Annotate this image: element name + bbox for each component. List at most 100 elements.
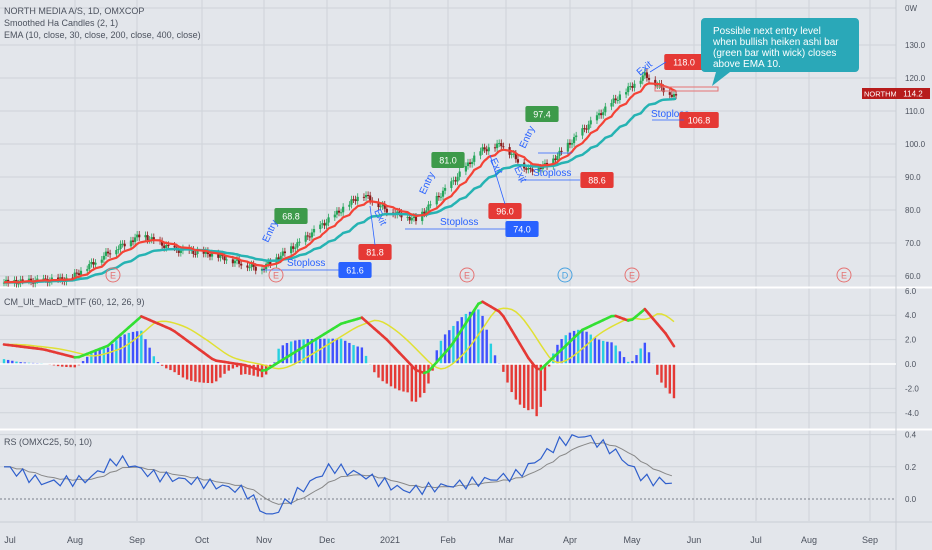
entry-price-label — [274, 208, 308, 224]
bullish-candle — [250, 264, 253, 268]
stoploss-price-label — [338, 262, 372, 278]
rs-legend[interactable]: RS (OMXC25, 50, 10) — [4, 437, 93, 447]
macd-line-segment — [514, 335, 522, 346]
bearish-candle — [500, 143, 503, 147]
annotation-connector — [369, 205, 376, 246]
bearish-candle — [362, 196, 366, 198]
macd-histogram-bar — [165, 364, 168, 369]
exit-price-label-text: 106.8 — [688, 116, 711, 126]
bearish-candle — [167, 245, 170, 247]
bearish-candle — [21, 279, 24, 281]
macd-histogram-bar — [235, 364, 239, 368]
bullish-candle — [36, 278, 39, 281]
macd-histogram-bar — [227, 364, 230, 371]
bullish-candle — [219, 254, 222, 258]
price-axis-tick: 130.0 — [905, 41, 926, 50]
bullish-candle — [602, 112, 605, 116]
macd-histogram-bar — [531, 364, 534, 410]
bullish-candle — [356, 196, 359, 202]
earnings-marker — [459, 267, 475, 283]
bullish-candle — [427, 204, 430, 211]
macd-histogram-bar — [410, 364, 414, 402]
last-price-tag — [896, 88, 930, 99]
bearish-candle — [109, 253, 112, 255]
bearish-candle — [483, 147, 486, 150]
macd-histogram-bar — [572, 330, 576, 364]
bullish-candle — [425, 210, 428, 214]
macd-histogram-bar — [481, 315, 484, 364]
time-axis-label: Apr — [563, 535, 577, 545]
symbol-legend[interactable]: NORTH MEDIA A/S, 1D, OMXCOP — [4, 6, 145, 16]
exit-price-label — [488, 203, 522, 219]
macd-histogram-bar — [65, 364, 68, 367]
bearish-candle — [493, 147, 497, 149]
bullish-candle — [604, 106, 607, 113]
bearish-candle — [152, 237, 155, 241]
bearish-candle — [502, 146, 505, 148]
macd-line-segment — [668, 338, 676, 348]
price-axis-tick: 110.0 — [905, 107, 925, 116]
bearish-candle — [252, 264, 255, 267]
macd-histogram-bar — [631, 360, 634, 364]
bearish-candle — [173, 245, 176, 248]
macd-histogram-bar — [543, 364, 547, 391]
bullish-candle — [73, 272, 76, 278]
macd-axis-tick: 4.0 — [905, 311, 917, 320]
price-axis-tick: 100.0 — [905, 140, 926, 149]
callout-text-line: when bullish heiken ashi bar — [712, 37, 839, 48]
macd-histogram-bar — [581, 329, 584, 364]
time-axis-label: Aug — [67, 535, 83, 545]
bullish-candle — [267, 261, 270, 264]
macd-histogram-bar — [618, 351, 622, 364]
macd-axis-tick: 2.0 — [905, 336, 917, 345]
macd-histogram-bar — [560, 339, 563, 364]
bearish-candle — [292, 246, 295, 249]
macd-histogram-bar — [547, 364, 551, 367]
bullish-candle — [350, 199, 353, 205]
macd-histogram-bar — [439, 340, 443, 364]
bullish-candle — [59, 277, 62, 280]
bullish-candle — [225, 259, 228, 261]
bearish-candle — [668, 92, 671, 95]
time-axis-label: Jul — [4, 535, 16, 545]
heikin-ashi-legend[interactable]: Smoothed Ha Candles (2, 1) — [4, 18, 119, 28]
macd-histogram-bar — [86, 356, 89, 364]
bullish-candle — [587, 124, 590, 130]
macd-axis-tick: 0.0 — [905, 360, 917, 369]
macd-histogram-bar — [190, 364, 193, 381]
macd-axis-tick: 6.0 — [905, 287, 917, 296]
price-axis-tick: 80.0 — [905, 206, 921, 215]
bullish-candle — [117, 249, 120, 251]
earnings-marker — [836, 267, 852, 283]
macd-legend[interactable]: CM_Ult_MacD_MTF (60, 12, 26, 9) — [4, 297, 145, 307]
bullish-candle — [310, 232, 314, 238]
ema-legend[interactable]: EMA (10, close, 30, close, 200, close, 4… — [4, 30, 201, 40]
bearish-candle — [223, 255, 226, 261]
macd-histogram-bar — [73, 364, 76, 368]
bullish-candle — [441, 190, 445, 197]
macd-histogram-bar — [489, 343, 493, 364]
entry-price-label-text: 68.8 — [282, 212, 300, 222]
exit-price-label-text: 88.6 — [588, 176, 606, 186]
macd-histogram-bar — [102, 348, 106, 364]
macd-histogram-bar — [98, 349, 101, 364]
bearish-candle — [600, 113, 603, 116]
rs-axis-tick: 0.0 — [905, 495, 917, 504]
macd-histogram-bar — [522, 364, 526, 408]
macd-axis-tick: -4.0 — [905, 409, 919, 418]
entry-price-label — [431, 152, 465, 168]
bullish-candle — [643, 72, 646, 76]
bullish-candle — [88, 263, 91, 270]
bearish-candle — [583, 128, 586, 130]
macd-histogram-bar — [518, 364, 522, 405]
macd-histogram-bar — [414, 364, 418, 402]
bullish-candle — [94, 262, 97, 265]
bullish-candle — [196, 250, 199, 254]
macd-histogram-bar — [614, 345, 617, 364]
bearish-candle — [454, 180, 457, 182]
bearish-candle — [194, 253, 197, 255]
bearish-candle — [202, 250, 205, 254]
bullish-candle — [342, 206, 345, 213]
bullish-candle — [233, 260, 237, 264]
time-axis-label: Dec — [319, 535, 336, 545]
